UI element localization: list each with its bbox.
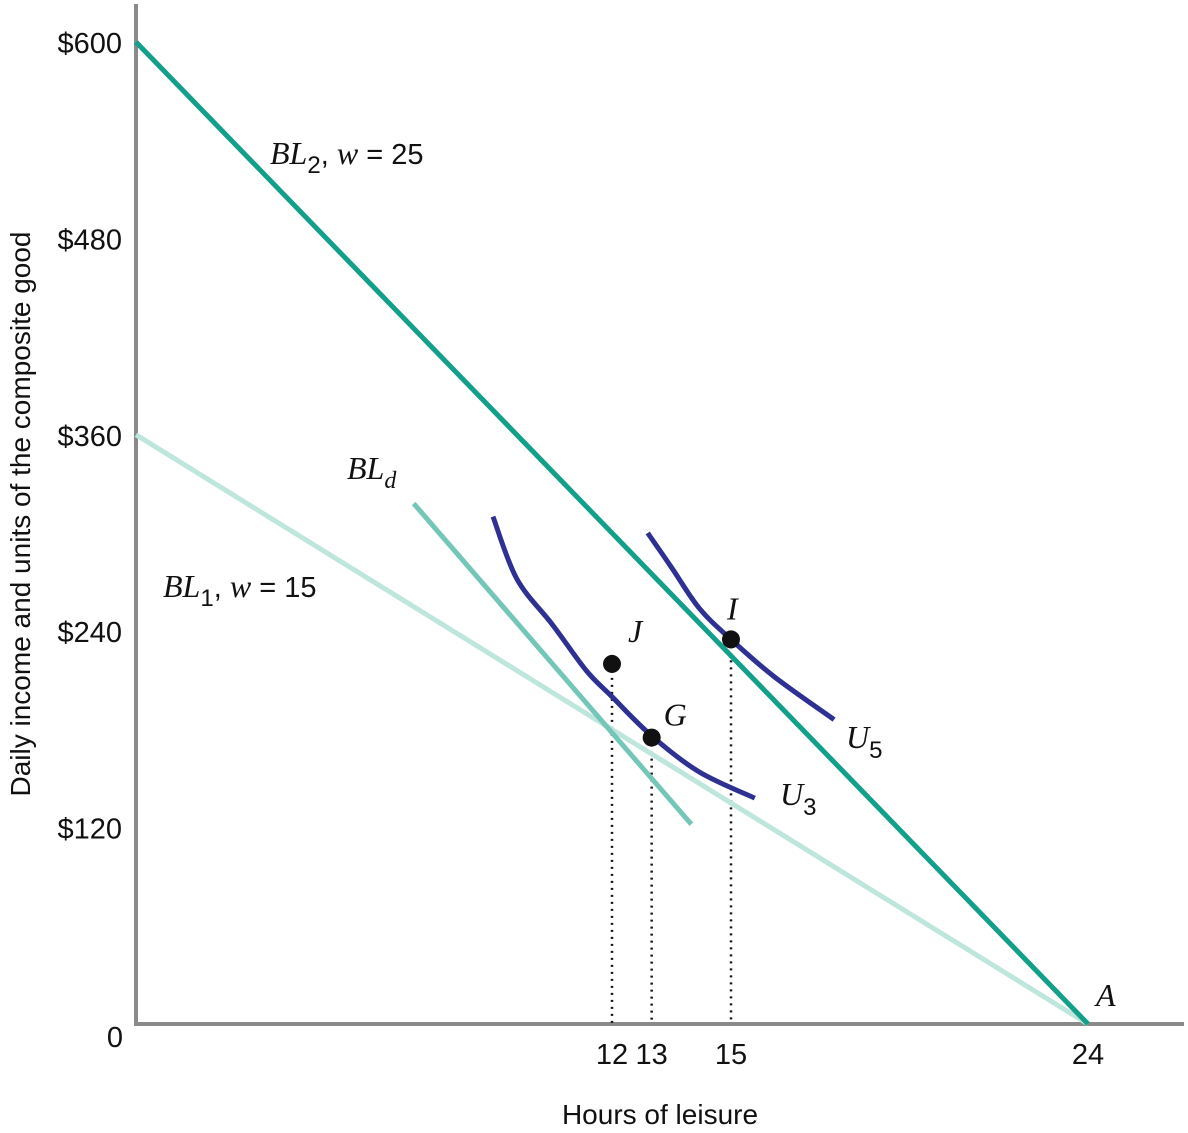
x-tick-label-15: 15 — [715, 1039, 747, 1071]
x-tick-label-13: 13 — [636, 1039, 668, 1071]
label-u5: U5 — [846, 719, 882, 764]
point-markers: J G I A — [603, 590, 1116, 1013]
y-axis-title: Daily income and units of the composite … — [5, 232, 36, 797]
series-lines — [134, 40, 1090, 1027]
y-tick-label-120: $120 — [57, 814, 122, 846]
label-u3: U3 — [780, 776, 816, 821]
point-marker-G — [642, 728, 661, 747]
y-tick-label-480: $480 — [57, 224, 122, 256]
point-label-G: G — [664, 697, 687, 733]
label-bl1: BL1, w = 15 — [163, 568, 316, 612]
y-tick-label-600: $600 — [57, 28, 122, 60]
point-marker-J — [603, 654, 621, 673]
series-line-u3 — [490, 515, 756, 801]
point-label-J: J — [628, 613, 644, 649]
x-tick-label-12: 12 — [596, 1039, 628, 1071]
point-label-I: I — [726, 590, 739, 626]
series-line-u5 — [645, 531, 836, 722]
series-line-bl2 — [134, 40, 1090, 1026]
y-tick-label-360: $360 — [57, 421, 122, 453]
series-line-bld — [411, 501, 694, 826]
origin-label: 0 — [107, 1022, 123, 1054]
x-tick-label-24: 24 — [1072, 1039, 1104, 1071]
label-bld: BLd — [347, 450, 397, 494]
y-tick-label-240: $240 — [57, 617, 122, 649]
point-label-A: A — [1094, 977, 1116, 1013]
point-marker-I — [722, 630, 740, 649]
x-axis-title: Hours of leisure — [562, 1099, 758, 1130]
tick-labels: 12 13 15 24 $120 $240 $360 $480 $600 — [57, 28, 1104, 1071]
guide-lines — [610, 639, 733, 1024]
label-bl2: BL2, w = 25 — [270, 135, 423, 179]
